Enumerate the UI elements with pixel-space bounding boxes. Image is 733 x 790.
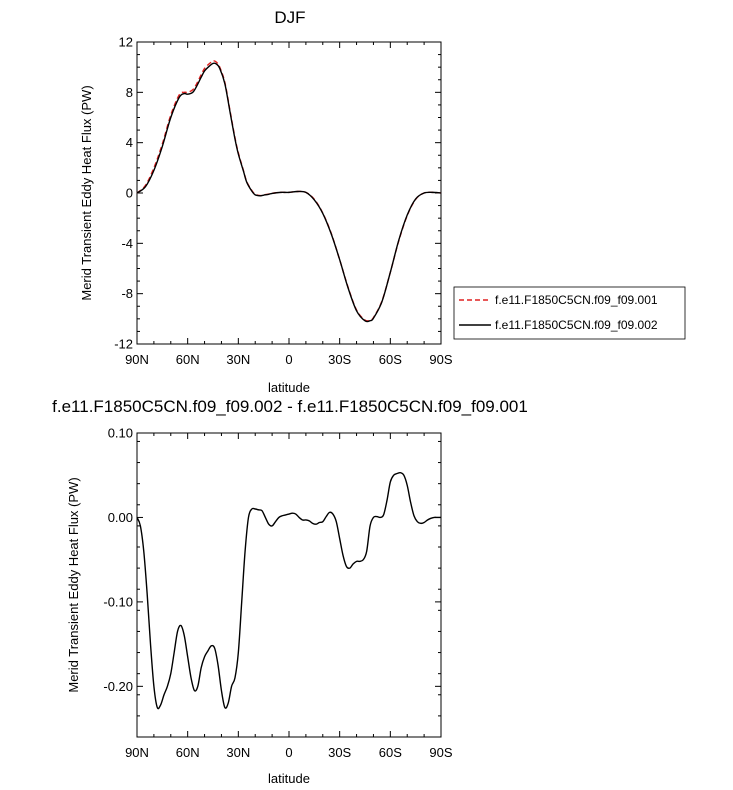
bottom-x-axis-label: latitude (268, 771, 310, 786)
top-y-tick-label: 8 (126, 85, 133, 100)
bottom-x-tick-label: 30S (328, 745, 351, 760)
top-x-tick-label: 30S (328, 352, 351, 367)
top-y-tick-label: -4 (121, 236, 133, 251)
top-x-tick-label: 30N (226, 352, 250, 367)
top-x-axis-label: latitude (268, 380, 310, 395)
legend-label-series-001: f.e11.F1850C5CN.f09_f09.001 (495, 293, 658, 307)
bottom-series-line-1 (136, 471, 441, 710)
bottom-x-tick-label: 90N (125, 745, 149, 760)
top-y-tick-label: 0 (126, 186, 133, 201)
top-series-line-1 (136, 60, 442, 322)
bottom-y-tick-label: 0.00 (108, 510, 133, 525)
bottom-chart-title: f.e11.F1850C5CN.f09_f09.002 - f.e11.F185… (52, 397, 528, 416)
bottom-y-axis-label: Merid Transient Eddy Heat Flux (PW) (66, 477, 81, 692)
top-y-tick-label: 4 (126, 135, 133, 150)
top-y-tick-label: -8 (121, 286, 133, 301)
bottom-x-tick-label: 30N (226, 745, 250, 760)
top-plot: 90N 60N 30N 0 30S 60S 90S 12 8 4 0 -4 -8 -12 latitude… (79, 35, 453, 396)
top-x-tick-label: 90N (125, 352, 149, 367)
top-y-tick-label: 12 (119, 35, 133, 50)
bottom-x-tick-label: 90S (429, 745, 452, 760)
bottom-x-tick-label: 0 (285, 745, 292, 760)
legend-box (453, 286, 686, 340)
bottom-x-tick-label: 60S (379, 745, 402, 760)
top-chart-title: DJF (274, 8, 306, 27)
bottom-x-tick-label: 60N (176, 745, 200, 760)
bottom-y-tick-label: -0.20 (103, 679, 133, 694)
top-x-tick-label: 60S (379, 352, 402, 367)
bottom-y-tick-label: -0.10 (103, 594, 133, 609)
legend-label-series-002: f.e11.F1850C5CN.f09_f09.002 (495, 318, 658, 332)
top-x-tick-label: 0 (285, 352, 292, 367)
top-y-tick-label: -12 (114, 337, 133, 352)
bottom-plot: 90N 60N 30N 0 30S 60S 90S 0.10 0.00 -0.10 -0.20 la… (66, 426, 453, 787)
top-x-tick-label: 90S (429, 352, 452, 367)
top-series-line-2 (136, 62, 442, 323)
bottom-y-tick-label: 0.10 (108, 426, 133, 441)
top-y-axis-label: Merid Transient Eddy Heat Flux (PW) (79, 85, 94, 300)
legend: f.e11.F1850C5CN.f09_f09.001 f.e11.F1850C… (453, 286, 686, 340)
bottom-plot-frame (136, 432, 442, 738)
top-x-tick-label: 60N (176, 352, 200, 367)
